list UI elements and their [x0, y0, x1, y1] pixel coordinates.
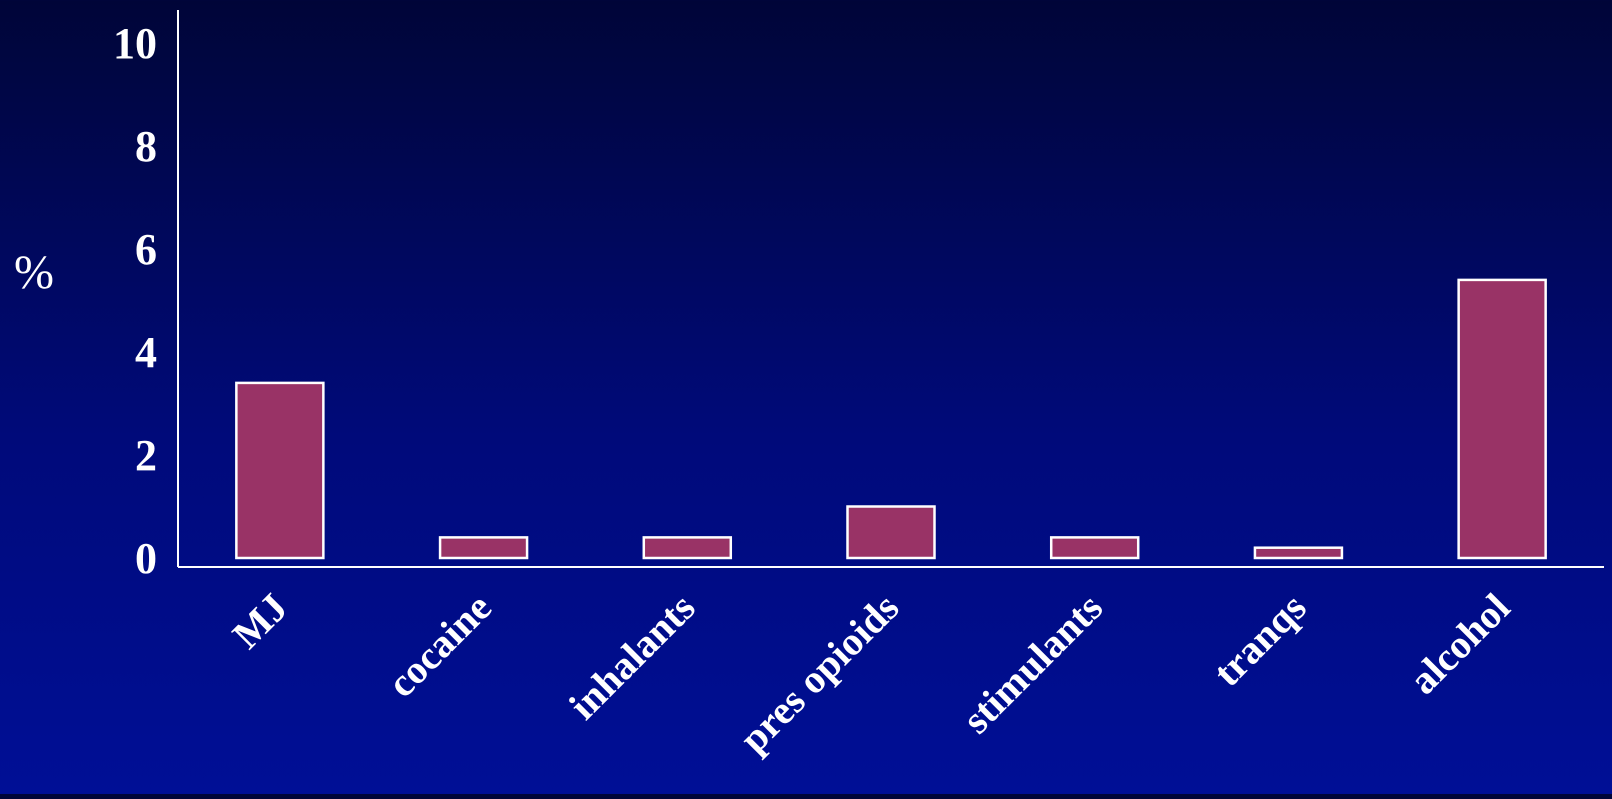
x-tick-label: stimulants: [954, 585, 1112, 743]
y-tick-label: 2: [135, 431, 157, 480]
x-tick-label: inhalants: [560, 585, 703, 728]
bar-tranqs: [1253, 546, 1344, 560]
bar-MJ: [235, 381, 325, 560]
y-axis-label: %: [14, 246, 54, 299]
bar-cocaine: [438, 536, 529, 560]
bar-stimulants: [1049, 536, 1140, 560]
y-tick-label: 10: [113, 19, 157, 68]
bar-pres-opioids: [846, 505, 936, 560]
x-tick-label: MJ: [224, 585, 297, 658]
y-tick-label: 8: [135, 122, 157, 171]
y-tick-label: 4: [135, 328, 157, 377]
x-tick-label: tranqs: [1204, 585, 1314, 695]
y-tick-label: 0: [135, 534, 157, 583]
y-tick-label: 6: [135, 225, 157, 274]
x-tick-label: pres opioids: [731, 585, 908, 762]
bar-inhalants: [642, 536, 733, 560]
x-tick-label: cocaine: [379, 585, 500, 706]
x-tick-label: alcohol: [1400, 585, 1518, 703]
bar-alcohol: [1457, 278, 1547, 560]
